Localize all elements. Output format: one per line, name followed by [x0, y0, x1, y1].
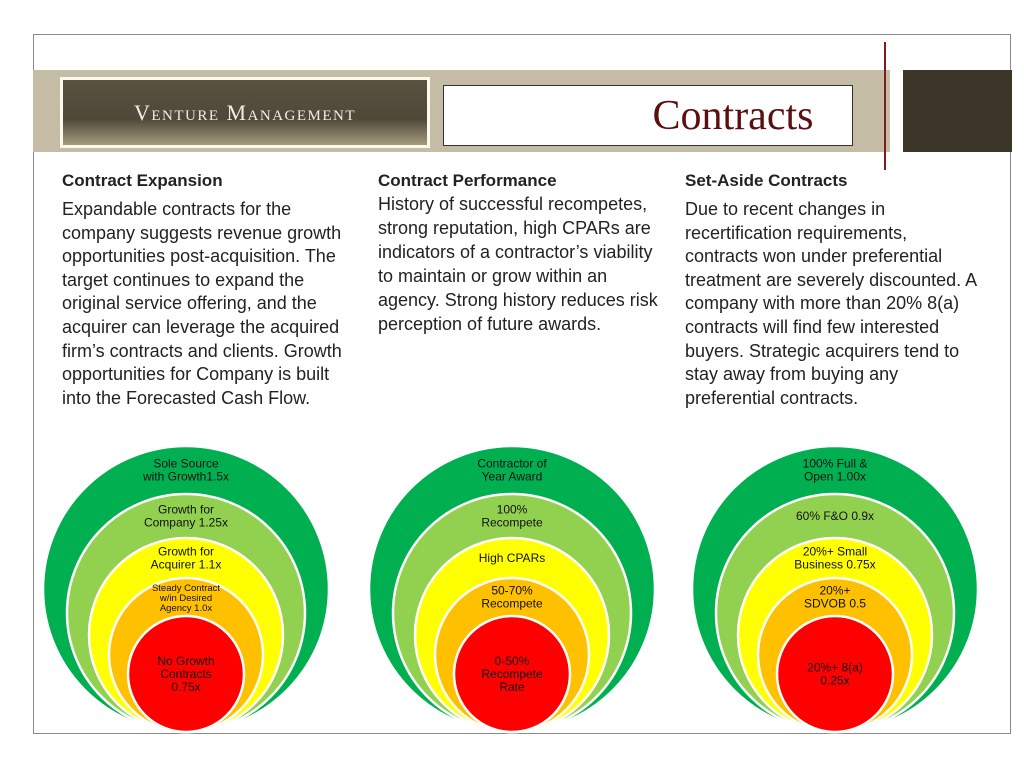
ring-label: Steady Contract [152, 583, 220, 594]
ring-label: 0.75x [171, 680, 200, 694]
ring-label: High CPARs [479, 551, 545, 565]
column-set-aside: Set-Aside Contracts Due to recent change… [685, 170, 985, 410]
ring-label: Company 1.25x [144, 516, 228, 530]
ring-label: Sole Source [153, 457, 219, 471]
column-contract-expansion: Contract Expansion Expandable contracts … [62, 170, 362, 410]
ring-label: Agency 1.0x [160, 603, 213, 614]
ring-label: 0-50% [495, 654, 530, 668]
ring-label: w/in Desired [159, 593, 212, 604]
column-heading: Contract Performance [378, 171, 557, 190]
ring-label: Year Award [482, 470, 543, 484]
ring-label: with Growth1.5x [142, 470, 229, 484]
ring-label: Rate [499, 680, 525, 694]
ring-diagram: 100% Full &Open 1.00x 60% F&O 0.9x 20%+ Sm… [690, 444, 980, 734]
accent-line [884, 42, 886, 170]
ring-label: Business 0.75x [794, 558, 875, 572]
column-body: Expandable contracts for the company sug… [62, 199, 342, 408]
ring-label: 60% F&O 0.9x [796, 509, 874, 523]
ring-label: Contracts [160, 667, 211, 681]
ring-label: 0.25x [820, 674, 849, 688]
ring-label: 20%+ [819, 584, 850, 598]
ring-label: Recompete [481, 516, 543, 530]
logo: Venture Management [60, 77, 430, 148]
column-body: History of successful recompetes, strong… [378, 194, 658, 334]
ring-label: Growth for [158, 503, 214, 517]
ring-label: No Growth [157, 654, 214, 668]
ring-5 [126, 614, 246, 734]
column-body: Due to recent changes in recertification… [685, 199, 977, 408]
ring-label: Acquirer 1.1x [151, 558, 222, 572]
ring-5 [775, 614, 895, 734]
ring-label: Contractor of [477, 457, 547, 471]
ring-label: 100% [497, 503, 528, 517]
column-contract-performance: Contract Performance History of successf… [378, 170, 668, 336]
ring-5 [452, 614, 572, 734]
ring-label: SDVOB 0.5 [804, 597, 866, 611]
ring-label: 100% Full & [803, 457, 868, 471]
ring-label: 20%+ Small [803, 545, 867, 559]
column-heading: Contract Expansion [62, 171, 223, 190]
ring-label: Recompete [481, 667, 543, 681]
page-title: Contracts [443, 85, 853, 146]
accent-block [903, 70, 1012, 152]
column-heading: Set-Aside Contracts [685, 171, 848, 190]
ring-label: 50-70% [491, 584, 533, 598]
ring-label: 20%+ 8(a) [807, 661, 863, 675]
ring-label: Growth for [158, 545, 214, 559]
ring-label: Open 1.00x [804, 470, 866, 484]
slide-frame [33, 34, 1011, 734]
ring-label: Recompete [481, 597, 543, 611]
